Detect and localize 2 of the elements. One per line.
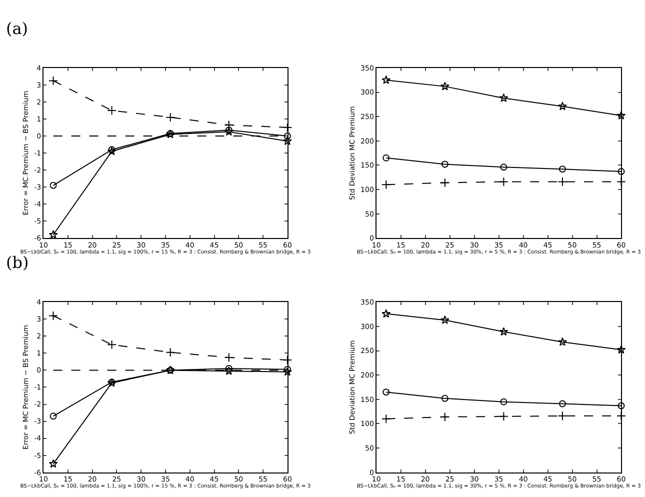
text: (a) [6, 19, 28, 38]
text: (b) [6, 253, 29, 272]
